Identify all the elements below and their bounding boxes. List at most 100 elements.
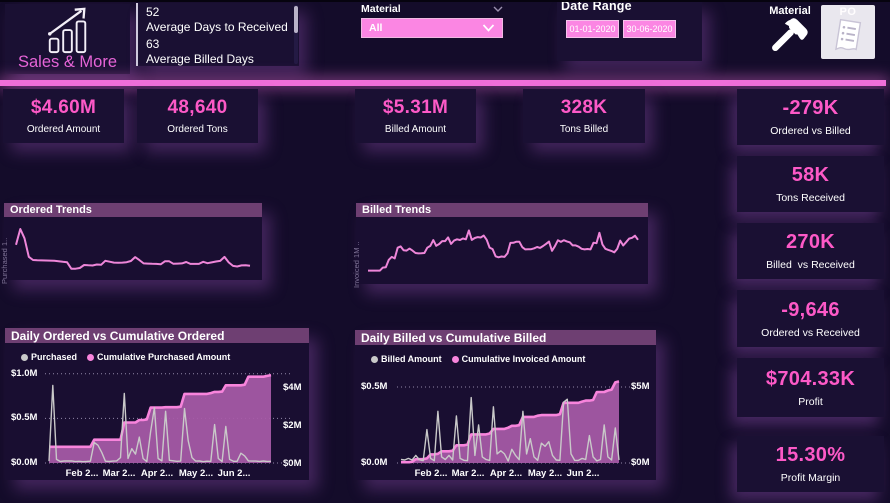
- right-axis-tick: $4M: [283, 381, 302, 393]
- chevron-down-icon[interactable]: [493, 6, 503, 12]
- chart-title: Daily Billed vs Cumulative Billed: [355, 330, 656, 345]
- legend-label: Purchased: [31, 352, 78, 362]
- kpi-value: $5.31M: [382, 97, 449, 118]
- avg-billed-days-label: Average Billed Days: [146, 52, 254, 66]
- legend-dot-icon: [87, 353, 95, 361]
- kpi-label: Billed vs Received: [766, 259, 855, 271]
- daily-ordered-chart: Daily Ordered vs Cumulative Ordered Purc…: [5, 328, 309, 480]
- kpi-card-profit-margin: 15.30% Profit Margin: [737, 436, 884, 492]
- kpi-label: Ordered vs Received: [761, 326, 860, 339]
- trend-line: [368, 229, 639, 272]
- cumulative-area: [49, 375, 271, 463]
- kpi-value: 58K: [791, 164, 830, 186]
- chart-title: Billed Trends: [356, 203, 648, 217]
- legend-item[interactable]: Cumulative Purchased Amount: [87, 352, 230, 362]
- kpi-card-ordered-amount: $4.60M Ordered Amount: [3, 89, 124, 143]
- kpi-card-billed-amount: $5.31M Billed Amount: [355, 89, 476, 143]
- nav-material-button[interactable]: Material: [763, 5, 817, 61]
- daily-line: [48, 384, 272, 463]
- x-axis-tick: May 2...: [527, 468, 563, 479]
- date-end-input[interactable]: 30-06-2020: [623, 20, 676, 38]
- x-axis-tick: Jun 2...: [217, 468, 251, 479]
- average-days-panel: 52 Average Days to Received 63 Average B…: [136, 3, 299, 66]
- nav-po-button[interactable]: PO: [821, 5, 875, 59]
- kpi-value: 270K: [785, 231, 835, 253]
- trend-line: [15, 228, 251, 270]
- kpi-value: -9,646: [781, 298, 840, 321]
- left-axis-tick: $0.0M: [11, 457, 38, 468]
- nav-material-label: Material: [769, 5, 811, 17]
- chart-legend: Billed Amount Cumulative Invoiced Amount: [371, 354, 585, 364]
- chevron-down-icon: [482, 24, 495, 32]
- left-axis-tick: $0.5M: [11, 412, 38, 424]
- left-axis-tick: $0.0M: [361, 457, 388, 468]
- kpi-label: Tons Billed: [559, 124, 609, 135]
- kpi-label: Profit Margin: [780, 472, 841, 484]
- scrollbar-thumb[interactable]: [294, 6, 298, 33]
- kpi-label: Billed Amount: [384, 124, 447, 135]
- chart-title: Ordered Trends: [4, 203, 262, 217]
- chart-legend: Purchased Cumulative Purchased Amount: [21, 352, 230, 362]
- legend-dot-icon: [451, 355, 459, 363]
- cumulative-line: [49, 373, 272, 449]
- avg-days-received-value: 52: [146, 5, 160, 19]
- billed-trends-chart: Billed Trends Invoiced 1M ..: [352, 203, 648, 288]
- x-axis-tick: May 2...: [178, 468, 214, 479]
- left-axis-tick: $0.5M: [361, 381, 388, 392]
- x-axis-tick: Feb 2...: [414, 468, 448, 479]
- x-axis-tick: Apr 2...: [140, 468, 174, 479]
- right-axis-tick: $2M: [283, 419, 302, 431]
- legend-label: Cumulative Purchased Amount: [97, 352, 231, 362]
- kpi-card-billed-vs-received: 270K Billed vs Received: [737, 223, 884, 279]
- daily_billed-plot: [397, 380, 639, 464]
- kpi-label: Ordered Tons: [167, 124, 228, 135]
- kpi-label: Profit: [798, 395, 823, 408]
- material-slicer-label: Material: [361, 3, 401, 15]
- legend-item[interactable]: Billed Amount: [371, 354, 442, 364]
- brand-title: Sales & More: [17, 53, 118, 71]
- right-axis-tick: $5M: [631, 380, 650, 392]
- hammer-icon: [772, 18, 808, 52]
- avg-billed-days-value: 63: [146, 37, 160, 51]
- header-divider: [0, 80, 886, 86]
- left-axis-tick: $1.0M: [11, 367, 38, 379]
- x-axis-tick: Mar 2...: [451, 468, 485, 479]
- logo-card: Sales & More: [5, 4, 130, 74]
- nav-po-label: PO: [839, 6, 857, 18]
- date-range-label: Date Range: [561, 0, 632, 13]
- kpi-card-profit: $704.33K Profit: [737, 358, 884, 417]
- legend-item[interactable]: Purchased: [21, 352, 77, 362]
- chart-title: Daily Ordered vs Cumulative Ordered: [5, 328, 309, 343]
- right-axis-tick: $0M: [283, 457, 302, 469]
- kpi-card-ordered-tons: 48,640 Ordered Tons: [137, 89, 258, 143]
- kpi-card-tons-billed: 328K Tons Billed: [523, 89, 645, 143]
- ordered-trends-chart: Ordered Trends Purchased 1..: [0, 203, 262, 284]
- material-dropdown[interactable]: All: [361, 18, 503, 38]
- cumulative-line: [401, 380, 620, 464]
- kpi-label: Ordered vs Billed: [770, 125, 851, 137]
- right-axis-tick: $0M: [631, 457, 650, 469]
- kpi-label: Tons Received: [776, 192, 845, 204]
- legend-label: Billed Amount: [381, 354, 442, 364]
- x-axis-tick: Feb 2...: [65, 468, 99, 479]
- x-axis-tick: Jun 2...: [566, 468, 600, 479]
- kpi-card-tons-received: 58K Tons Received: [737, 156, 884, 212]
- scrollbar[interactable]: [294, 5, 298, 64]
- legend-item[interactable]: Cumulative Invoiced Amount: [451, 354, 586, 364]
- legend-dot-icon: [21, 353, 28, 361]
- kpi-card-ordered-vs-billed: -279K Ordered vs Billed: [737, 89, 884, 145]
- legend-label: Cumulative Invoiced Amount: [461, 354, 586, 364]
- date-range-panel: Date Range 01-01-2020 30-06-2020: [557, 2, 702, 61]
- ordered-trends-plot: [15, 228, 251, 270]
- daily_ordered-plot: [45, 373, 291, 464]
- kpi-label: Ordered Amount: [26, 124, 101, 135]
- date-start-input[interactable]: 01-01-2020: [566, 20, 619, 38]
- cumulative-area: [401, 381, 619, 463]
- material-slicer: Material All: [361, 3, 503, 38]
- billed-trends-plot: [368, 229, 639, 272]
- x-axis-tick: Mar 2...: [102, 468, 136, 479]
- avg-days-received-label: Average Days to Received: [146, 20, 288, 34]
- material-dropdown-value: All: [369, 22, 383, 34]
- kpi-value: -279K: [782, 97, 839, 119]
